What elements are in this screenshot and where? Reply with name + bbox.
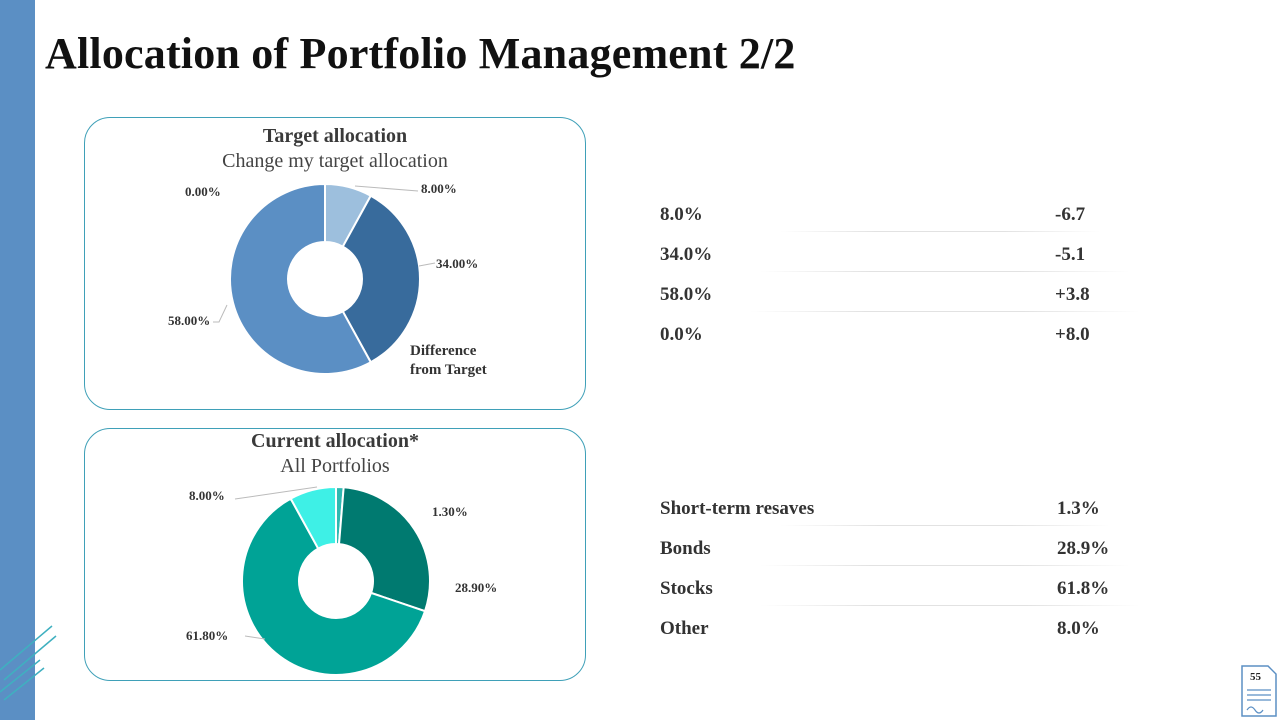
table-row: Stocks 61.8% — [660, 572, 1140, 612]
leader-line — [354, 185, 419, 192]
target-value-cell: 0.0% — [660, 324, 703, 345]
row-divider — [780, 231, 1100, 232]
current-allocation-card: Current allocation* All Portfolios 1.30%… — [84, 428, 586, 681]
current-donut-chart: 1.30% 28.90% 61.80% 8.00% — [186, 485, 497, 676]
leader-line — [234, 486, 318, 500]
asset-value-cell: 1.3% — [1057, 498, 1100, 519]
target-label-58: 58.00% — [168, 313, 210, 328]
target-value-cell: 58.0% — [660, 284, 713, 305]
table-row: Bonds 28.9% — [660, 532, 1140, 572]
slice-34-percent — [341, 194, 421, 364]
table-row: 8.0% -6.7 — [660, 198, 1140, 238]
target-label-0: 0.00% — [185, 184, 221, 199]
asset-name-cell: Stocks — [660, 578, 713, 599]
difference-cell: -5.1 — [1055, 244, 1086, 265]
difference-annotation-line1: Difference — [410, 343, 477, 359]
current-label-short-term: 1.30% — [432, 504, 468, 519]
asset-value-cell: 61.8% — [1057, 578, 1110, 599]
current-chart-subtitle: All Portfolios — [280, 455, 390, 477]
asset-value-cell: 8.0% — [1057, 618, 1100, 639]
asset-value-cell: 28.9% — [1057, 538, 1110, 559]
current-label-bonds: 28.90% — [455, 580, 497, 595]
decorative-lines — [0, 625, 57, 701]
target-label-34: 34.00% — [436, 256, 478, 271]
target-chart-subtitle[interactable]: Change my target allocation — [222, 150, 448, 172]
slice-58-percent — [229, 182, 373, 375]
table-row: 34.0% -5.1 — [660, 238, 1140, 278]
document-icon — [1241, 665, 1277, 717]
row-divider — [760, 605, 1140, 606]
target-label-8: 8.00% — [421, 181, 457, 196]
page-number: 55 — [1250, 671, 1261, 683]
difference-cell: +3.8 — [1055, 284, 1090, 305]
slice-other — [289, 485, 337, 550]
row-divider — [760, 565, 1130, 566]
target-allocation-card: Target allocation Change my target alloc… — [84, 117, 586, 410]
table-row: Other 8.0% — [660, 612, 1140, 652]
current-chart-title: Current allocation* — [251, 430, 419, 452]
table-row: 58.0% +3.8 — [660, 278, 1140, 318]
current-label-stocks: 61.80% — [186, 628, 228, 643]
asset-name-cell: Short-term resaves — [660, 498, 815, 519]
leader-line — [244, 635, 266, 640]
difference-annotation-line2: from Target — [410, 362, 487, 378]
current-label-other: 8.00% — [189, 488, 225, 503]
asset-name-cell: Bonds — [660, 538, 711, 559]
page-title: Allocation of Portfolio Management 2/2 — [45, 29, 796, 78]
asset-name-cell: Other — [660, 618, 709, 639]
sidebar-accent — [0, 0, 35, 720]
current-allocation-table: Short-term resaves 1.3% Bonds 28.9% Stoc… — [660, 492, 1140, 652]
difference-cell: -6.7 — [1055, 204, 1086, 225]
slice-bonds — [337, 486, 431, 613]
row-divider — [750, 311, 1140, 312]
target-donut-chart: 8.00% 34.00% 58.00% 0.00% Difference fro… — [168, 181, 487, 378]
row-divider — [780, 525, 1110, 526]
leader-line — [418, 262, 436, 267]
table-row: Short-term resaves 1.3% — [660, 492, 1140, 532]
leader-line — [213, 304, 228, 323]
target-value-cell: 34.0% — [660, 244, 713, 265]
target-difference-table: 8.0% -6.7 34.0% -5.1 58.0% +3.8 0.0% +8.… — [660, 198, 1140, 358]
slice-stocks — [241, 497, 427, 676]
target-value-cell: 8.0% — [660, 204, 703, 225]
row-divider — [760, 271, 1130, 272]
target-chart-title: Target allocation — [262, 125, 408, 147]
table-row: 0.0% +8.0 — [660, 318, 1140, 358]
difference-cell: +8.0 — [1055, 324, 1090, 345]
